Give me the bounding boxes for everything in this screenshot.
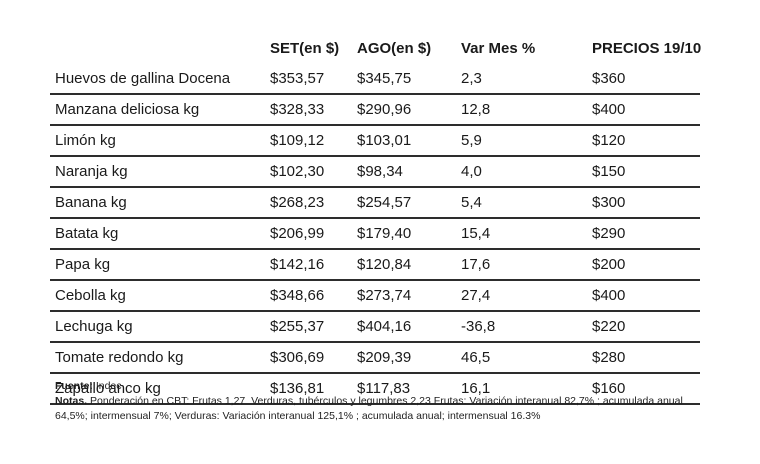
value-cell: $117,83: [357, 373, 461, 405]
price-table: SET(en $) AGO(en $) Var Mes % PRECIOS 19/10…: [50, 36, 702, 405]
value-cell: 46,5: [461, 342, 592, 374]
table-row: Huevos de gallina Docena $353,57 $345,75 2,…: [50, 64, 700, 95]
value-cell: $150: [592, 156, 700, 188]
table-header-row: SET(en $) AGO(en $) Var Mes % PRECIOS 19/10: [50, 36, 702, 64]
value-cell: -36,8: [461, 311, 592, 343]
value-cell: $290,96: [357, 94, 461, 126]
table-row: Zapallo anco kg $136,81 $117,83 16,1 $160: [50, 373, 700, 405]
value-cell: 27,4: [461, 280, 592, 312]
value-cell: $400: [592, 280, 700, 312]
table-body: Huevos de gallina Docena $353,57 $345,75 2,…: [50, 64, 700, 405]
value-cell: $290: [592, 218, 700, 250]
value-cell: $103,01: [357, 125, 461, 157]
table-row: Manzana deliciosa kg $328,33 $290,96 12,8 $4…: [50, 94, 700, 126]
item-name-cell: Naranja kg: [50, 156, 270, 188]
table-row: Naranja kg $102,30 $98,34 4,0 $150: [50, 156, 700, 188]
value-cell: 2,3: [461, 64, 592, 95]
value-cell: $360: [592, 64, 700, 95]
value-cell: 16,1: [461, 373, 592, 405]
table-row: Tomate redondo kg $306,69 $209,39 46,5 $280: [50, 342, 700, 374]
item-name-cell: Papa kg: [50, 249, 270, 281]
value-cell: $136,81: [270, 373, 357, 405]
table-row: Limón kg $109,12 $103,01 5,9 $120: [50, 125, 700, 157]
value-cell: $206,99: [270, 218, 357, 250]
value-cell: $142,16: [270, 249, 357, 281]
value-cell: $98,34: [357, 156, 461, 188]
value-cell: $254,57: [357, 187, 461, 219]
footer-notes: Fuente: Indec Notas. Ponderación en CBT:…: [55, 379, 705, 424]
value-cell: 15,4: [461, 218, 592, 250]
value-cell: $200: [592, 249, 700, 281]
table-row: Banana kg $268,23 $254,57 5,4 $300: [50, 187, 700, 219]
column-header-item: [50, 36, 270, 64]
value-cell: $160: [592, 373, 700, 405]
value-cell: $348,66: [270, 280, 357, 312]
item-name-cell: Tomate redondo kg: [50, 342, 270, 374]
value-cell: $209,39: [357, 342, 461, 374]
value-cell: $109,12: [270, 125, 357, 157]
value-cell: 5,4: [461, 187, 592, 219]
item-name-cell: Manzana deliciosa kg: [50, 94, 270, 126]
value-cell: $353,57: [270, 64, 357, 95]
item-name-cell: Limón kg: [50, 125, 270, 157]
item-name-cell: Huevos de gallina Docena: [50, 64, 270, 95]
source-value: Indec: [92, 380, 122, 392]
value-cell: 5,9: [461, 125, 592, 157]
value-cell: $268,23: [270, 187, 357, 219]
value-cell: $120: [592, 125, 700, 157]
value-cell: $404,16: [357, 311, 461, 343]
table-row: Batata kg $206,99 $179,40 15,4 $290: [50, 218, 700, 250]
table-row: Papa kg $142,16 $120,84 17,6 $200: [50, 249, 700, 281]
source-label: Fuente:: [55, 380, 93, 392]
table-row: Cebolla kg $348,66 $273,74 27,4 $400: [50, 280, 700, 312]
item-name-cell: Zapallo anco kg: [50, 373, 270, 405]
notes-text: Ponderación en CBT: Frutas 1,27 Verduras…: [55, 395, 686, 422]
value-cell: $345,75: [357, 64, 461, 95]
column-header: Var Mes %: [461, 40, 536, 57]
item-name-cell: Lechuga kg: [50, 311, 270, 343]
value-cell: $400: [592, 94, 700, 126]
value-cell: $280: [592, 342, 700, 374]
source-line: Fuente: Indec: [55, 379, 705, 394]
value-cell: 12,8: [461, 94, 592, 126]
value-cell: $220: [592, 311, 700, 343]
value-cell: $120,84: [357, 249, 461, 281]
notes-label: Notas.: [55, 395, 88, 407]
value-cell: $306,69: [270, 342, 357, 374]
value-cell: 17,6: [461, 249, 592, 281]
value-cell: $273,74: [357, 280, 461, 312]
column-header: AGO(en $): [357, 40, 432, 57]
value-cell: $328,33: [270, 94, 357, 126]
notes-line: Notas. Ponderación en CBT: Frutas 1,27 V…: [55, 394, 705, 424]
value-cell: $300: [592, 187, 700, 219]
item-name-cell: Batata kg: [50, 218, 270, 250]
value-cell: 4,0: [461, 156, 592, 188]
item-name-cell: Cebolla kg: [50, 280, 270, 312]
value-cell: $255,37: [270, 311, 357, 343]
column-header: SET(en $): [270, 40, 340, 57]
value-cell: $179,40: [357, 218, 461, 250]
value-cell: $102,30: [270, 156, 357, 188]
table-row: Lechuga kg $255,37 $404,16 -36,8 $220: [50, 311, 700, 343]
column-header: PRECIOS 19/10: [592, 40, 702, 57]
item-name-cell: Banana kg: [50, 187, 270, 219]
